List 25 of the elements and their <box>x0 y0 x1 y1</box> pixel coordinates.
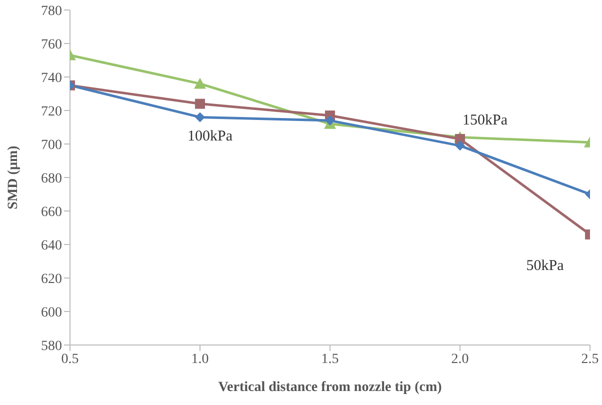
series-label: 100kPa <box>188 128 233 145</box>
x-tick-label: 1.5 <box>321 352 339 367</box>
y-tick-label: 760 <box>41 37 62 52</box>
x-tick-label: 1.0 <box>191 352 209 367</box>
y-tick-label: 640 <box>41 238 62 254</box>
y-tick-label: 680 <box>41 171 62 186</box>
x-tick-label: 0.5 <box>61 352 79 367</box>
point <box>195 112 205 122</box>
y-tick-label: 700 <box>41 138 62 153</box>
y-tick-label: 720 <box>41 104 62 120</box>
y-tick-label: 600 <box>41 305 62 320</box>
x-axis-title: Vertical distance from nozzle tip (cm) <box>218 380 442 395</box>
series-label: 150kPa <box>462 112 508 129</box>
x-tick-label: 2.0 <box>451 352 469 367</box>
series-label: 50kPa <box>526 258 564 274</box>
x-tick-label: 2.5 <box>581 352 599 367</box>
point <box>195 98 205 109</box>
y-tick-label: 780 <box>41 4 62 19</box>
point <box>455 140 465 151</box>
y-tick-label: 580 <box>41 338 62 354</box>
y-tick-label: 740 <box>41 70 62 86</box>
point <box>325 116 335 126</box>
y-tick-label: 660 <box>41 204 62 220</box>
y-tick-label: 620 <box>41 272 62 287</box>
y-axis-title: SMD (µm) <box>6 145 21 210</box>
